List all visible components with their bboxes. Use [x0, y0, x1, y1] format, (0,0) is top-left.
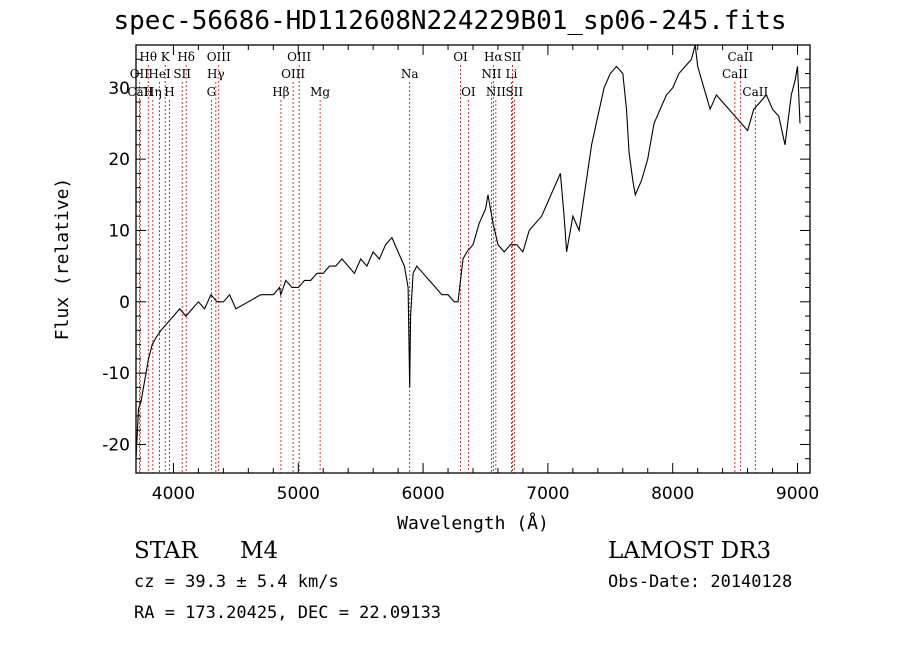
emission-line-label: H	[164, 85, 174, 99]
redshift-cz: cz = 39.3 ± 5.4 km/s	[134, 572, 339, 592]
x-tick-label: 8000	[651, 484, 694, 504]
x-axis-label: Wavelength (Å)	[397, 512, 549, 534]
emission-line-label: CaII	[727, 50, 753, 64]
x-tick-label: 9000	[776, 484, 819, 504]
x-tick-label: 6000	[401, 484, 444, 504]
emission-line-label: CaII	[127, 85, 153, 99]
x-tick-label: 4000	[152, 484, 195, 504]
emission-line-label: NII	[481, 67, 501, 81]
emission-line-label: Hβ	[272, 85, 289, 99]
emission-line-label: Hδ	[177, 50, 195, 64]
y-tick-label: -10	[102, 364, 130, 384]
emission-line-label: OIII	[281, 67, 305, 81]
emission-line-markers	[138, 65, 756, 473]
emission-line-label: OI	[461, 85, 476, 99]
emission-line-label: G	[207, 85, 217, 99]
y-tick-label: -20	[102, 435, 130, 455]
ra-dec: RA = 173.20425, DEC = 22.09133	[134, 603, 442, 623]
y-tick-label: 10	[108, 221, 130, 241]
emission-line-label: K	[161, 50, 171, 64]
plot-frame	[135, 44, 811, 474]
emission-line-label: SII	[173, 67, 191, 81]
x-tick-label: 5000	[277, 484, 320, 504]
emission-line-label: Hα	[484, 50, 503, 64]
observation-date: Obs-Date: 20140128	[608, 572, 793, 592]
object-class: STAR	[134, 538, 198, 564]
chart-title: spec-56686-HD112608N224229B01_sp06-245.f…	[113, 6, 787, 36]
emission-line-label: SII	[505, 85, 523, 99]
emission-line-label: Na	[401, 67, 419, 81]
y-axis-label: Flux (relative)	[52, 178, 73, 341]
axis-ticks: 4000 5000 6000 7000 8000 9000 -20 -10 0 10 20 30	[102, 45, 819, 504]
emission-line-label: OI	[453, 50, 468, 64]
y-tick-label: 30	[108, 79, 130, 99]
emission-line-label: Hθ	[139, 50, 157, 64]
emission-line-label: Mg	[310, 85, 330, 99]
spectrum-line	[135, 44, 801, 459]
emission-line-label: HeI	[148, 67, 171, 81]
emission-line-label: CaII	[722, 67, 748, 81]
emission-line-label: OIII	[287, 50, 311, 64]
emission-line-label: Hη	[144, 85, 162, 99]
survey-name: LAMOST DR3	[608, 538, 772, 564]
emission-line-label: Li	[506, 67, 518, 81]
emission-line-label: Hγ	[207, 67, 225, 81]
x-tick-label: 7000	[526, 484, 569, 504]
object-subclass: M4	[240, 538, 279, 564]
emission-line-label: OIII	[207, 50, 231, 64]
emission-line-label: SII	[504, 50, 522, 64]
emission-line-label: CaII	[742, 85, 768, 99]
emission-line-label: NII	[486, 85, 506, 99]
y-tick-label: 0	[119, 293, 130, 313]
y-tick-label: 20	[108, 150, 130, 170]
